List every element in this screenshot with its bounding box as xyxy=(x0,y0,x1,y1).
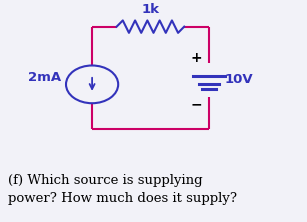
Text: 1k: 1k xyxy=(142,4,159,16)
Text: 2mA: 2mA xyxy=(28,71,61,84)
Text: +: + xyxy=(191,51,202,65)
Text: (f) Which source is supplying
power? How much does it supply?: (f) Which source is supplying power? How… xyxy=(8,174,237,205)
Text: −: − xyxy=(191,97,202,111)
Text: 10V: 10V xyxy=(224,73,253,86)
